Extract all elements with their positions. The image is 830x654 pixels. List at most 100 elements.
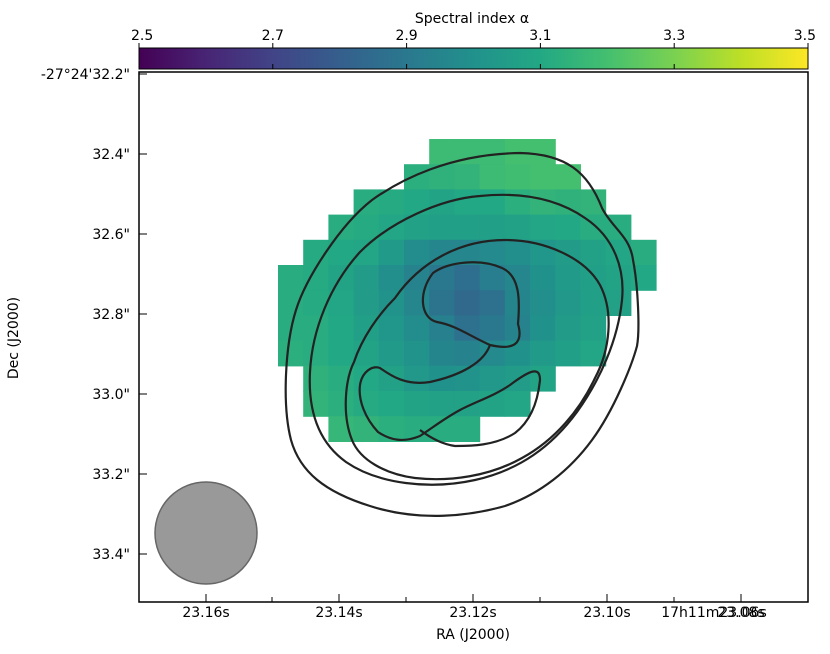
map-pixel [404,365,430,392]
map-pixel [605,290,632,316]
map-pixel [504,139,531,165]
y-tick-label: 33.2" [92,467,130,483]
colorbar [138,47,809,70]
map-pixel [630,239,657,266]
colorbar-tick-label: 3.5 [794,28,816,44]
map-pixel [353,189,380,216]
map-pixel [378,315,405,342]
map-pixel [429,340,455,367]
map-pixel [278,290,304,316]
map-pixel [429,214,455,241]
colorbar-tick-label: 2.7 [262,28,284,44]
map-pixel [353,365,380,392]
contour-level-1 [284,151,640,517]
map-pixel [328,416,355,442]
colorbar-tick-label: 3.3 [663,28,685,44]
x-tick-label: 23.14s [315,605,362,621]
intensity-contours [284,151,640,517]
map-pixel [404,189,430,216]
map-pixel [353,290,380,316]
map-pixel [530,214,556,241]
map-pixel [504,214,531,241]
map-pixel [454,416,481,442]
y-tick-label: 32.4" [92,147,130,163]
map-pixel [404,391,430,417]
y-axis-title: Dec (J2000) [6,297,22,379]
map-pixel [303,340,329,367]
x-axis-ticks: 23.16s 23.14s 23.12s 23.10s 23.08s17h11m23.0… [182,594,767,621]
map-pixel [530,265,556,291]
y-axis-ticks: -27°24'32.2" 32.4" 32.6" 32.8" 33.0" 33.2" 33.… [41,67,147,563]
y-tick-label: 32.8" [92,307,130,323]
y-tick-label: 33.4" [92,547,130,563]
contour-level-4 [358,261,542,448]
map-pixel [378,340,405,367]
map-pixel [404,340,430,367]
map-pixel [303,290,329,316]
map-pixel [479,365,506,392]
map-pixel [303,365,329,392]
map-pixel [555,315,581,342]
x-axis-title: RA (J2000) [436,627,510,643]
map-pixel [555,265,581,291]
map-pixel [479,164,506,190]
y-tick-label: -27°24'32.2" [41,67,130,83]
map-pixel [580,189,607,216]
map-pixel [504,189,531,216]
map-pixel [429,315,455,342]
map-pixel [504,239,531,266]
map-pixel [479,139,506,165]
map-pixel [479,214,506,241]
map-pixel [328,340,355,367]
map-pixel [555,189,581,216]
map-pixel [353,391,380,417]
x-tick-label: 23.08s [717,605,764,621]
map-pixel [404,315,430,342]
map-pixel [530,290,556,316]
map-pixel [530,365,556,392]
y-tick-label: 32.6" [92,227,130,243]
map-pixel [353,239,380,266]
map-pixel [580,265,607,291]
map-pixel [378,265,405,291]
beam-ellipse [154,481,258,585]
map-pixel [479,239,506,266]
map-pixel [278,340,304,367]
map-pixel [454,391,481,417]
map-pixel [555,290,581,316]
map-pixel [479,189,506,216]
map-pixel [429,290,455,316]
map-pixel [328,391,355,417]
colorbar-title: Spectral index α [415,11,529,27]
map-pixel [555,340,581,367]
map-pixel [328,214,355,241]
contour-level-2 [308,193,624,486]
colorbar-ticks: 2.5 2.7 2.9 3.1 3.3 3.5 [131,28,816,69]
colorbar-tick-label: 2.9 [395,28,417,44]
y-tick-label: 33.0" [92,387,130,403]
map-pixel [530,340,556,367]
map-pixel [580,315,607,342]
map-pixel [479,265,506,291]
map-pixel [479,315,506,342]
map-pixel [530,164,556,190]
map-pixel [429,189,455,216]
map-pixel [353,265,380,291]
map-pixel [605,265,632,291]
map-pixel [429,139,455,165]
map-pixel [353,214,380,241]
map-pixel [479,290,506,316]
map-pixel [378,391,405,417]
map-pixel [530,315,556,342]
map-pixel [454,365,481,392]
map-pixel [580,290,607,316]
x-tick-label: 23.16s [182,605,229,621]
x-tick-label: 17h11m23.06s [661,605,767,621]
x-tick-label: 23.12s [449,605,496,621]
map-pixel [303,391,329,417]
map-pixel [328,315,355,342]
map-pixel [404,164,430,190]
map-pixel [504,391,531,417]
map-pixel [454,164,481,190]
